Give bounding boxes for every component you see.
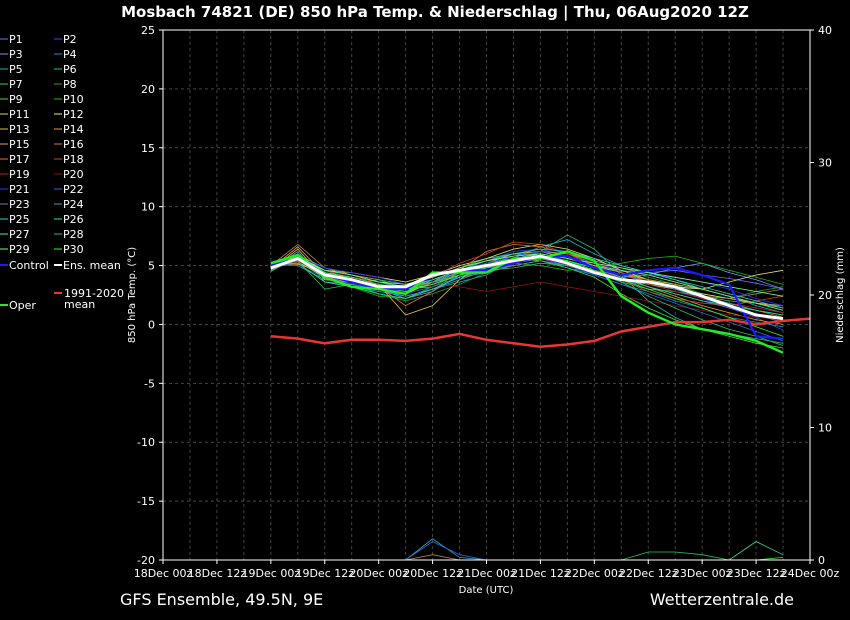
footer-brand: Wetterzentrale.de	[650, 590, 794, 609]
legend-label-oper: Oper	[9, 299, 36, 312]
y-tick-label: -15	[137, 495, 155, 508]
y-tick-label: -5	[144, 377, 155, 390]
x-tick-label: 23Dec 12z	[727, 567, 786, 580]
legend-label-p23: P23	[9, 198, 30, 211]
plot-frame	[162, 29, 811, 561]
x-tick-label: 22Dec 00z	[565, 567, 624, 580]
x-axis-label: Date (UTC)	[459, 585, 514, 596]
x-tick-label: 21Dec 00z	[457, 567, 516, 580]
y-right-tick-label: 10	[818, 422, 832, 435]
y-tick-label: 15	[141, 142, 155, 155]
legend-label-p7: P7	[9, 78, 23, 91]
legend-label-climate: 1991-2020	[64, 287, 124, 300]
y-tick-label: 20	[141, 83, 155, 96]
legend-label-p30: P30	[63, 243, 84, 256]
chart-title: Mosbach 74821 (DE) 850 hPa Temp. & Niede…	[121, 3, 749, 22]
legend-label-p21: P21	[9, 183, 30, 196]
legend-label-p22: P22	[63, 183, 84, 196]
legend-label-p24: P24	[63, 198, 84, 211]
y-right-tick-label: 40	[818, 24, 832, 37]
legend-label-p5: P5	[9, 63, 23, 76]
legend-label-p8: P8	[63, 78, 77, 91]
series-line-p27	[270, 253, 784, 311]
y-right-tick-label: 0	[818, 554, 825, 567]
x-tick-label: 20Dec 00z	[349, 567, 408, 580]
y-axis-right: 0 10 20 30 40	[810, 24, 832, 567]
x-tick-label: 19Dec 00z	[242, 567, 301, 580]
legend-label-p29: P29	[9, 243, 30, 256]
legend-label-p18: P18	[63, 153, 84, 166]
legend-label-control: Control	[9, 259, 49, 272]
x-tick-label: 23Dec 00z	[673, 567, 732, 580]
x-tick-label: 18Dec 12z	[188, 567, 247, 580]
legend-label-p19: P19	[9, 168, 30, 181]
x-tick-label: 18Dec 00z	[134, 567, 193, 580]
x-tick-label: 22Dec 12z	[619, 567, 678, 580]
x-tick-label: 24Dec 00z	[781, 567, 840, 580]
climate-mean-line	[270, 317, 811, 349]
series-line-p29	[270, 253, 784, 297]
y-tick-label: 25	[141, 24, 155, 37]
legend-label-climate-2: mean	[64, 298, 95, 311]
y-axis-left: -20 -15 -10 -5 0 5 10 15 20 25	[137, 24, 163, 567]
legend-label-p17: P17	[9, 153, 30, 166]
legend-label-p11: P11	[9, 108, 30, 121]
y-tick-label: 5	[148, 260, 155, 273]
ens-mean-line	[270, 254, 784, 321]
legend-label-p14: P14	[63, 123, 84, 136]
x-tick-label: 21Dec 12z	[511, 567, 570, 580]
legend-label-p10: P10	[63, 93, 84, 106]
y-right-tick-label: 20	[818, 289, 832, 302]
y-tick-label: -20	[137, 554, 155, 567]
y-tick-label: 0	[148, 318, 155, 331]
legend-label-p12: P12	[63, 108, 84, 121]
y-axis-label-left: 850 hPa Temp. (°C)	[127, 247, 138, 343]
legend-label-p15: P15	[9, 138, 30, 151]
legend-label-p6: P6	[63, 63, 77, 76]
y-tick-label: -10	[137, 436, 155, 449]
legend-label-p26: P26	[63, 213, 84, 226]
legend-label-p16: P16	[63, 138, 84, 151]
legend-label-p4: P4	[63, 48, 77, 61]
y-right-tick-label: 30	[818, 157, 832, 170]
x-tick-label: 20Dec 12z	[403, 567, 462, 580]
footer-source: GFS Ensemble, 49.5N, 9E	[120, 590, 323, 609]
x-tick-label: 19Dec 12z	[295, 567, 354, 580]
legend-label-p3: P3	[9, 48, 23, 61]
legend: P1 P2 P3 P4 P5 P6 P7 P8 P9 P10 P11 P12 P13 P14 P15 P16 P…	[0, 33, 124, 312]
legend-label-p1: P1	[9, 33, 23, 46]
y-tick-label: 10	[141, 201, 155, 214]
legend-label-p9: P9	[9, 93, 23, 106]
highlight-lines	[270, 250, 811, 354]
legend-label-p2: P2	[63, 33, 77, 46]
legend-label-p20: P20	[63, 168, 84, 181]
legend-label-p25: P25	[9, 213, 30, 226]
y-axis-label-right: Niederschlag (mm)	[835, 247, 846, 343]
legend-label-p27: P27	[9, 228, 30, 241]
legend-label-p13: P13	[9, 123, 30, 136]
legend-label-p28: P28	[63, 228, 84, 241]
legend-label-ens-mean: Ens. mean	[63, 259, 121, 272]
